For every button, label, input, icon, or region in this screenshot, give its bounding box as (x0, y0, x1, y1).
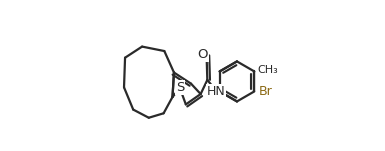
Text: S: S (176, 81, 184, 94)
Text: O: O (198, 48, 208, 61)
Text: CH₃: CH₃ (258, 65, 278, 75)
Text: Br: Br (259, 85, 273, 98)
Text: HN: HN (207, 85, 226, 98)
